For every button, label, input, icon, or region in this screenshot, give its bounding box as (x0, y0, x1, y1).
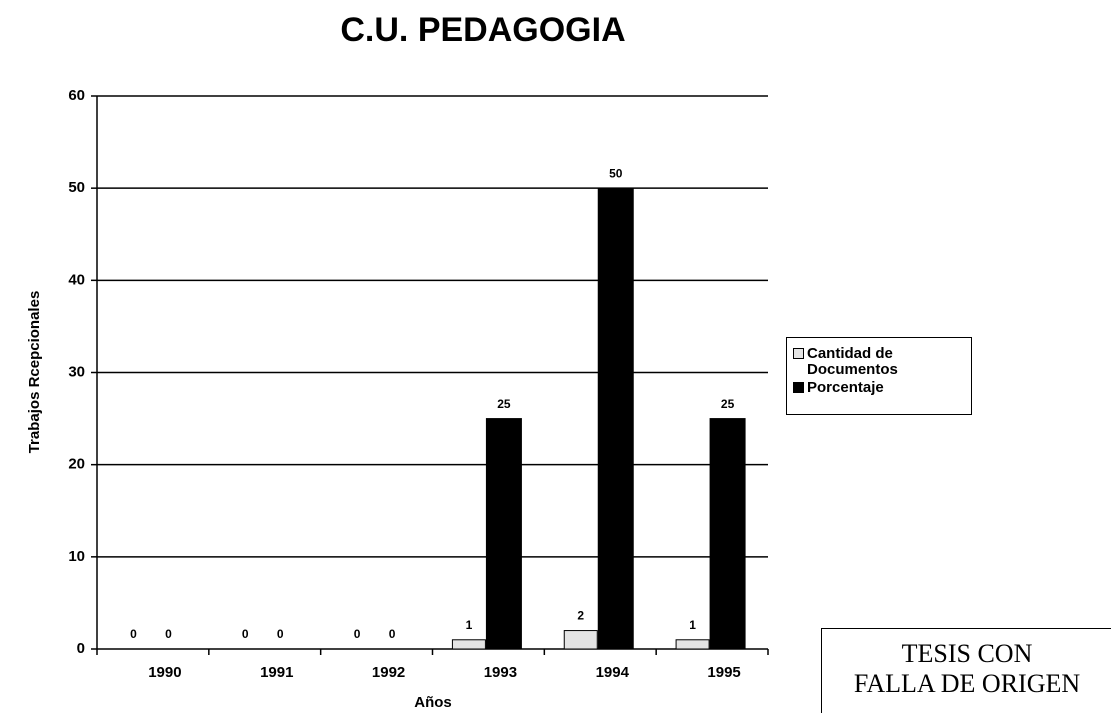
x-tick-label: 1994 (596, 664, 630, 681)
y-tick-label: 60 (68, 87, 85, 104)
legend-item: Cantidad de Documentos (793, 346, 965, 378)
legend-swatch (793, 382, 804, 393)
data-label: 0 (354, 627, 361, 641)
bar (451, 639, 486, 650)
bar (597, 187, 634, 650)
x-tick-label: 1995 (707, 664, 740, 681)
stamp-line: TESIS CON (901, 639, 1033, 668)
data-label: 25 (721, 397, 735, 411)
data-label: 0 (130, 627, 137, 641)
legend-swatch (793, 348, 804, 359)
data-label: 0 (242, 627, 249, 641)
x-axis-label: Años (414, 694, 452, 711)
x-tick-label: 1992 (372, 664, 405, 681)
data-label: 0 (277, 627, 284, 641)
legend-item: Porcentaje (793, 380, 965, 396)
data-label: 0 (389, 627, 396, 641)
y-tick-label: 40 (68, 271, 85, 288)
legend-label: Cantidad de Documentos (807, 345, 898, 378)
data-label: 1 (689, 618, 696, 632)
y-tick-label: 30 (68, 363, 85, 380)
y-tick-label: 20 (68, 456, 85, 473)
data-label: 50 (609, 166, 623, 180)
data-label: 0 (165, 627, 172, 641)
stamp: TESIS CON FALLA DE ORIGEN (821, 628, 1111, 713)
chart-title: C.U. PEDAGOGIA (340, 11, 625, 49)
bar (675, 639, 710, 650)
bar (563, 630, 598, 650)
stamp-line: FALLA DE ORIGEN (853, 669, 1081, 698)
x-tick-label: 1993 (484, 664, 517, 681)
y-axis-label: Trabajos Rcepcionales (26, 291, 43, 454)
legend-label: Porcentaje (807, 379, 884, 396)
y-tick-label: 0 (77, 640, 85, 657)
x-tick-label: 1990 (148, 664, 181, 681)
bar (485, 418, 522, 650)
bar (709, 418, 746, 650)
x-tick-label: 1991 (260, 664, 293, 681)
data-label: 25 (497, 397, 511, 411)
y-tick-label: 10 (68, 548, 85, 565)
y-tick-label: 50 (68, 179, 85, 196)
data-label: 2 (577, 609, 584, 623)
legend: Cantidad de Documentos Porcentaje (786, 337, 972, 415)
data-label: 1 (466, 618, 473, 632)
